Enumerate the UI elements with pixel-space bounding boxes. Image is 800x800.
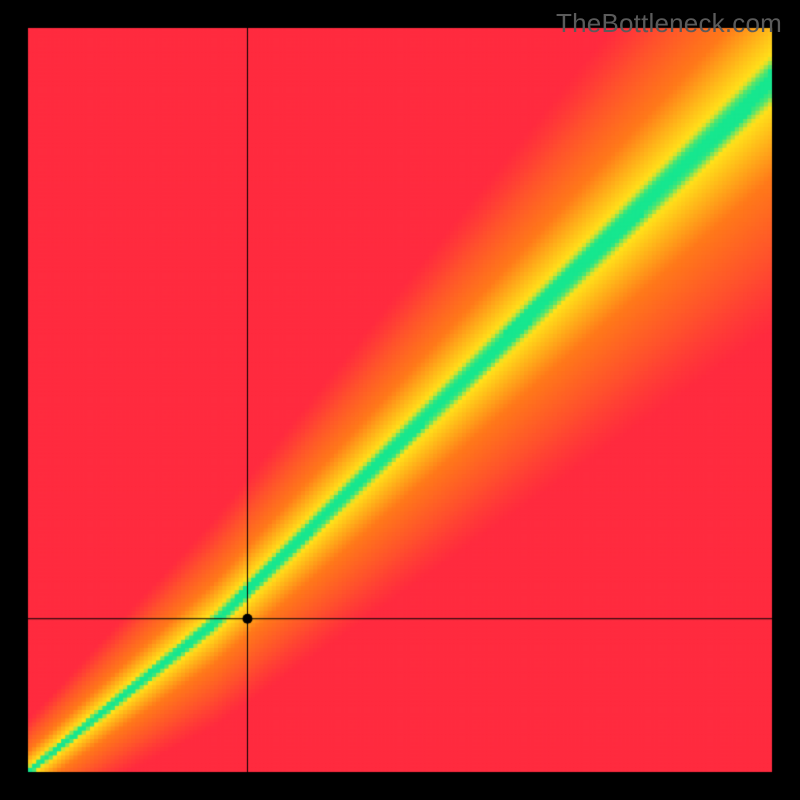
chart-container: TheBottleneck.com — [0, 0, 800, 800]
bottleneck-heatmap — [0, 0, 800, 800]
watermark-text: TheBottleneck.com — [556, 8, 782, 39]
